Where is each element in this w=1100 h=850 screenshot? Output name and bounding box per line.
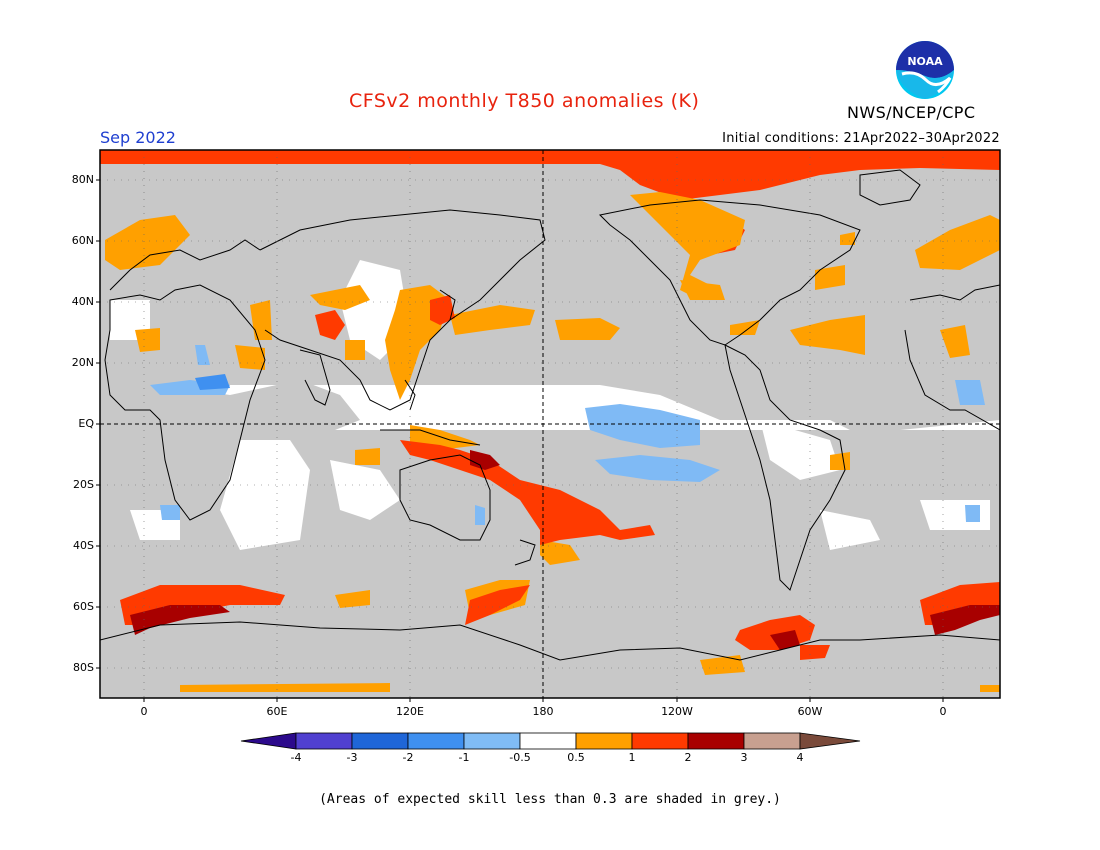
target-month-label: Sep 2022 [100,128,176,147]
colorbar-label-m3: -3 [346,751,358,764]
logo-text: NOAA [907,55,943,68]
colorbar-bin-2 [351,732,409,750]
equator-dateline [100,150,1000,698]
near-normal-patches [110,260,990,550]
footnote: (Areas of expected skill less than 0.3 a… [319,792,781,807]
lon-label-0: 0 [140,705,148,718]
lon-label-180: 180 [532,705,554,718]
lat-label-20s: 20S [73,478,94,491]
initial-conditions-label: Initial conditions: 21Apr2022–30Apr2022 [722,131,1000,146]
lat-label-40s: 40S [73,539,94,552]
colorbar-label-p3: 3 [740,751,748,764]
colorbar-bin-3 [407,732,465,750]
colorbar-label-m05: -0.5 [509,751,531,764]
coastlines [100,169,1000,661]
lat-label-60n: 60N [71,234,94,247]
graticule [100,150,1000,698]
colorbar-label-p05: 0.5 [567,751,585,764]
very-strong-warm-anomalies [130,450,1000,650]
colorbar-bin-6 [575,732,633,750]
colorbar-label-p1: 1 [628,751,636,764]
lat-label-60s: 60S [73,600,94,613]
colorbar-label-m4: -4 [290,751,302,764]
lon-label-60e: 60E [266,705,288,718]
lon-label-0-right: 0 [939,705,947,718]
lon-label-60w: 60W [797,705,823,718]
colorbar-bin-1 [295,732,353,750]
colorbar-bin-7 [631,732,689,750]
strong-warm-anomalies [120,295,1000,660]
cool-anomaly-cores [195,374,230,390]
colorbar-bin-5 [519,732,577,750]
lat-label-40n: 40N [71,295,94,308]
lat-label-80n: 80N [71,173,94,186]
lon-label-120e: 120E [396,705,424,718]
colorbar-label-m1: -1 [458,751,470,764]
lat-label-80s: 80S [73,661,94,674]
noaa-logo: NOAA [896,41,954,99]
colorbar-bin-9 [743,732,801,750]
colorbar-label-p4: 4 [796,751,804,764]
colorbar-bin-8 [687,732,745,750]
colorbar-low-arrow [240,732,297,750]
anomaly-map [96,149,1001,702]
chart-title: CFSv2 monthly T850 anomalies (K) [349,90,700,112]
colorbar-label-p2: 2 [684,751,692,764]
colorbar-label-m2: -2 [402,751,414,764]
colorbar-bin-4 [463,732,521,750]
lat-label-20n: 20N [71,356,94,369]
organization-label: NWS/NCEP/CPC [847,103,976,122]
axis-ticks [96,179,944,702]
lon-label-120w: 120W [661,705,693,718]
colorbar-high-arrow [799,732,861,750]
lat-label-eq: EQ [78,417,94,430]
